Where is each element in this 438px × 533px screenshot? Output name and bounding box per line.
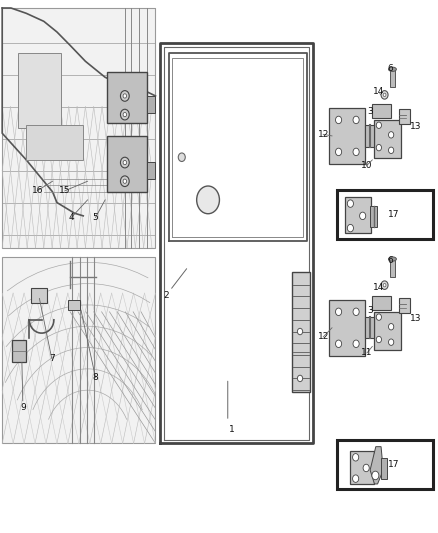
Bar <box>381 458 387 479</box>
Bar <box>370 206 377 227</box>
Circle shape <box>372 471 379 480</box>
Circle shape <box>363 464 369 472</box>
Bar <box>374 120 401 158</box>
Circle shape <box>353 116 359 124</box>
Circle shape <box>376 144 381 151</box>
Circle shape <box>336 148 342 156</box>
Circle shape <box>123 179 127 183</box>
Bar <box>337 190 433 239</box>
Bar <box>68 300 80 310</box>
Text: 10: 10 <box>361 161 373 169</box>
Polygon shape <box>399 109 410 124</box>
Circle shape <box>178 153 185 161</box>
Text: 13: 13 <box>410 123 421 131</box>
Bar <box>329 108 365 164</box>
Polygon shape <box>370 447 383 484</box>
Text: 3: 3 <box>367 108 373 116</box>
Bar <box>374 312 401 350</box>
Bar <box>372 104 391 118</box>
Ellipse shape <box>197 186 219 214</box>
Circle shape <box>376 336 381 343</box>
Text: 5: 5 <box>92 213 99 222</box>
Bar <box>292 272 310 392</box>
Bar <box>365 125 374 147</box>
Text: 17: 17 <box>388 210 399 219</box>
Text: 6: 6 <box>388 256 394 264</box>
Bar <box>329 300 365 356</box>
Text: 6: 6 <box>388 64 394 72</box>
Text: 11: 11 <box>361 349 373 357</box>
Circle shape <box>297 328 303 335</box>
Circle shape <box>123 94 127 98</box>
Text: 15: 15 <box>59 187 71 195</box>
Ellipse shape <box>389 257 396 261</box>
Text: 14: 14 <box>373 87 385 96</box>
Text: 4: 4 <box>69 213 74 222</box>
Circle shape <box>353 475 359 482</box>
Ellipse shape <box>389 67 396 71</box>
Circle shape <box>353 454 359 461</box>
Circle shape <box>376 314 381 320</box>
Circle shape <box>120 157 129 168</box>
Bar <box>107 136 147 192</box>
Text: 3: 3 <box>367 306 373 314</box>
Text: 17: 17 <box>388 461 399 469</box>
Circle shape <box>336 308 342 316</box>
Bar <box>390 260 395 277</box>
Bar <box>372 296 391 310</box>
Circle shape <box>336 340 342 348</box>
Circle shape <box>389 339 394 345</box>
Text: 2: 2 <box>164 292 169 300</box>
Bar <box>107 72 147 123</box>
Bar <box>147 96 155 113</box>
Circle shape <box>123 112 127 117</box>
Circle shape <box>389 324 394 330</box>
Circle shape <box>381 281 388 289</box>
Text: 12: 12 <box>318 130 329 139</box>
Circle shape <box>120 91 129 101</box>
Circle shape <box>353 340 359 348</box>
Circle shape <box>347 200 353 207</box>
Bar <box>337 440 433 489</box>
Bar <box>350 451 374 484</box>
Circle shape <box>389 147 394 154</box>
Circle shape <box>336 116 342 124</box>
Circle shape <box>120 176 129 187</box>
Text: 12: 12 <box>318 333 329 341</box>
Circle shape <box>383 284 386 287</box>
Circle shape <box>120 109 129 120</box>
Circle shape <box>381 91 388 99</box>
Bar <box>2 8 155 248</box>
Circle shape <box>297 375 303 382</box>
Text: 14: 14 <box>373 284 385 292</box>
Bar <box>31 288 47 303</box>
Text: 7: 7 <box>49 354 55 362</box>
Text: 13: 13 <box>410 314 421 323</box>
Circle shape <box>360 212 366 220</box>
Circle shape <box>389 132 394 138</box>
Bar <box>147 162 155 179</box>
Bar <box>12 340 26 362</box>
Circle shape <box>353 148 359 156</box>
Polygon shape <box>399 298 410 313</box>
Circle shape <box>353 308 359 316</box>
Circle shape <box>376 122 381 128</box>
Text: 9: 9 <box>20 403 26 412</box>
Bar <box>365 317 374 338</box>
Text: 1: 1 <box>229 425 235 433</box>
Bar <box>2 257 155 443</box>
Bar <box>345 197 371 233</box>
Text: 16: 16 <box>32 187 43 195</box>
Text: 8: 8 <box>92 373 99 382</box>
Bar <box>26 125 83 160</box>
Circle shape <box>383 93 386 96</box>
Circle shape <box>123 160 127 165</box>
Bar <box>390 70 395 87</box>
Circle shape <box>347 224 353 232</box>
Bar <box>18 53 61 128</box>
